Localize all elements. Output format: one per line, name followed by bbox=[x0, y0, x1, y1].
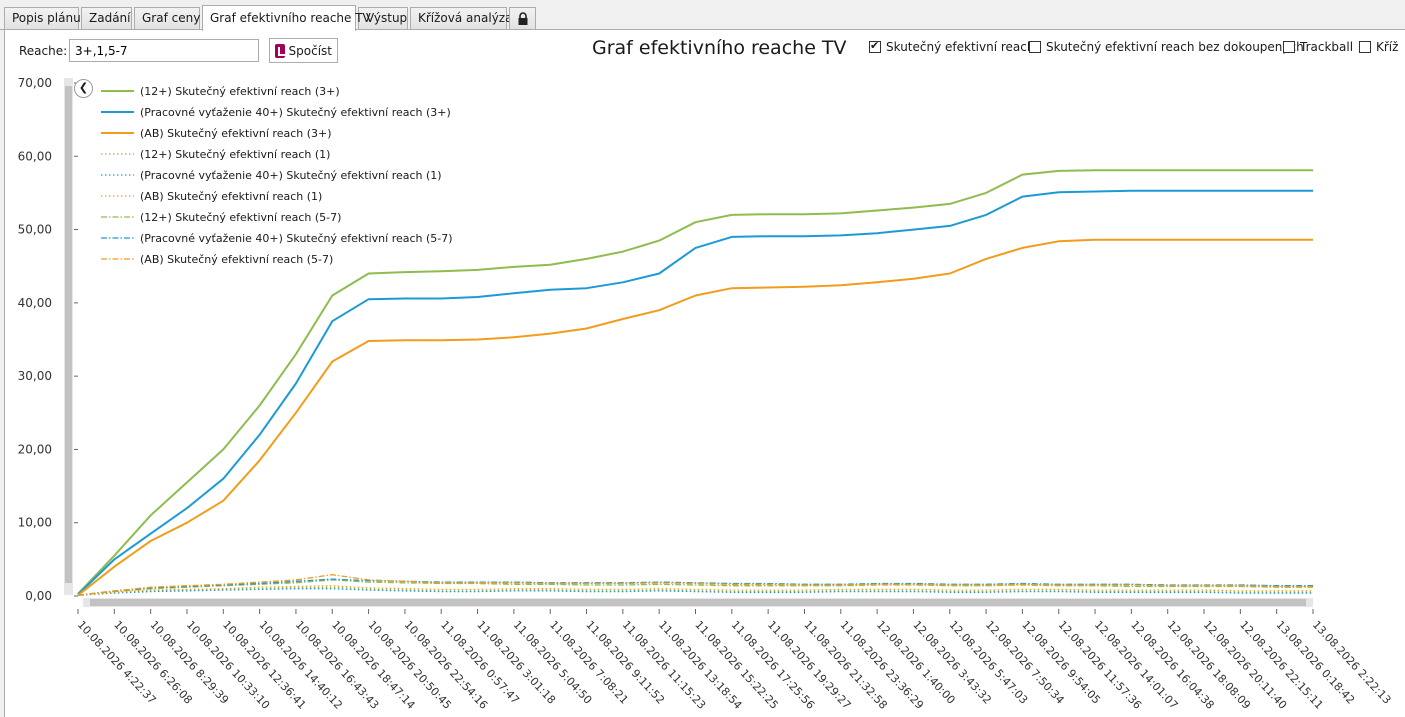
tab-popis-planu[interactable]: Popis plánu bbox=[4, 7, 81, 29]
series-line bbox=[77, 586, 1313, 596]
series-line bbox=[77, 585, 1313, 596]
checkbox-box[interactable] bbox=[1283, 41, 1295, 53]
checkbox-trackball[interactable]: Trackball bbox=[1283, 40, 1353, 54]
lock-icon bbox=[518, 11, 527, 25]
y-tick-label: 0,00 bbox=[25, 589, 52, 603]
horizontal-scrollbar[interactable] bbox=[83, 598, 1313, 607]
series-line bbox=[77, 578, 1313, 596]
legend-label: (AB) Skutečný efektivní reach (1) bbox=[140, 190, 322, 203]
y-tick-label: 50,00 bbox=[18, 223, 52, 237]
legend-label: (Pracovné vyťaženie 40+) Skutečný efekti… bbox=[140, 169, 442, 182]
y-tick-label: 30,00 bbox=[18, 369, 52, 383]
tab-graf-ceny[interactable]: Graf ceny bbox=[134, 7, 200, 29]
y-tick-label: 10,00 bbox=[18, 516, 52, 530]
tab-vystup[interactable]: Výstup bbox=[358, 7, 408, 29]
checkbox-box[interactable] bbox=[869, 39, 881, 53]
legend-label: (AB) Skutečný efektivní reach (3+) bbox=[140, 127, 332, 140]
series-line bbox=[77, 169, 1313, 595]
legend-label: (Pracovné vyťaženie 40+) Skutečný efekti… bbox=[140, 106, 451, 119]
legend-label: (12+) Skutečný efektivní reach (5-7) bbox=[140, 211, 341, 224]
vertical-scrollbar[interactable] bbox=[64, 78, 73, 595]
y-tick-label: 70,00 bbox=[18, 76, 52, 90]
series-line bbox=[77, 574, 1313, 596]
series-line bbox=[77, 238, 1313, 597]
tab-bar: Popis plánu Zadání Graf ceny Graf efekti… bbox=[0, 0, 1405, 31]
checkbox-label: Skutečný efektivní reach bbox=[886, 40, 1035, 54]
chart-icon bbox=[275, 43, 287, 58]
horizontal-scroll-thumb[interactable] bbox=[90, 599, 1306, 606]
checkbox-box[interactable] bbox=[1029, 41, 1041, 53]
checkbox-bez-dokoupenych[interactable]: Skutečný efektivní reach bez dokoupených bbox=[1029, 40, 1304, 54]
series-line bbox=[77, 588, 1313, 596]
legend-label: (AB) Skutečný efektivní reach (5-7) bbox=[140, 253, 333, 266]
checkbox-box[interactable] bbox=[1359, 41, 1371, 53]
legend-label: (Pracovné vyťaženie 40+) Skutečný efekti… bbox=[140, 232, 453, 245]
reache-label: Reache: bbox=[19, 44, 68, 58]
tab-krizova-analyza[interactable]: Křížová analýza bbox=[410, 7, 512, 29]
chart-title: Graf efektivního reache TV bbox=[592, 37, 847, 59]
series-line bbox=[77, 579, 1313, 596]
checkbox-label: Skutečný efektivní reach bez dokoupených bbox=[1046, 40, 1304, 54]
checkbox-label: Trackball bbox=[1300, 40, 1354, 54]
legend-collapse-button[interactable]: ❮ bbox=[74, 79, 93, 98]
reache-input[interactable] bbox=[69, 39, 259, 62]
compute-button[interactable]: Spočíst bbox=[269, 38, 338, 63]
tab-graf-efektivniho-reache[interactable]: Graf efektivního reache TV bbox=[202, 5, 371, 31]
tab-lock[interactable] bbox=[509, 7, 536, 29]
checkbox-label: Kříž bbox=[1376, 40, 1399, 54]
series-line bbox=[77, 189, 1313, 596]
y-tick-label: 40,00 bbox=[18, 296, 52, 310]
legend-label: (12+) Skutečný efektivní reach (1) bbox=[140, 148, 330, 161]
chevron-left-icon: ❮ bbox=[78, 81, 89, 94]
compute-button-label: Spočíst bbox=[288, 43, 332, 58]
checkbox-skutecny-reach[interactable]: Skutečný efektivní reach bbox=[869, 39, 1035, 54]
checkbox-kriz[interactable]: Kříž bbox=[1359, 40, 1398, 54]
tab-zadani[interactable]: Zadání bbox=[81, 7, 132, 29]
legend-label: (12+) Skutečný efektivní reach (3+) bbox=[140, 85, 340, 98]
y-tick-label: 20,00 bbox=[18, 442, 52, 456]
y-tick-label: 60,00 bbox=[18, 149, 52, 163]
vertical-scroll-thumb[interactable] bbox=[65, 86, 72, 583]
